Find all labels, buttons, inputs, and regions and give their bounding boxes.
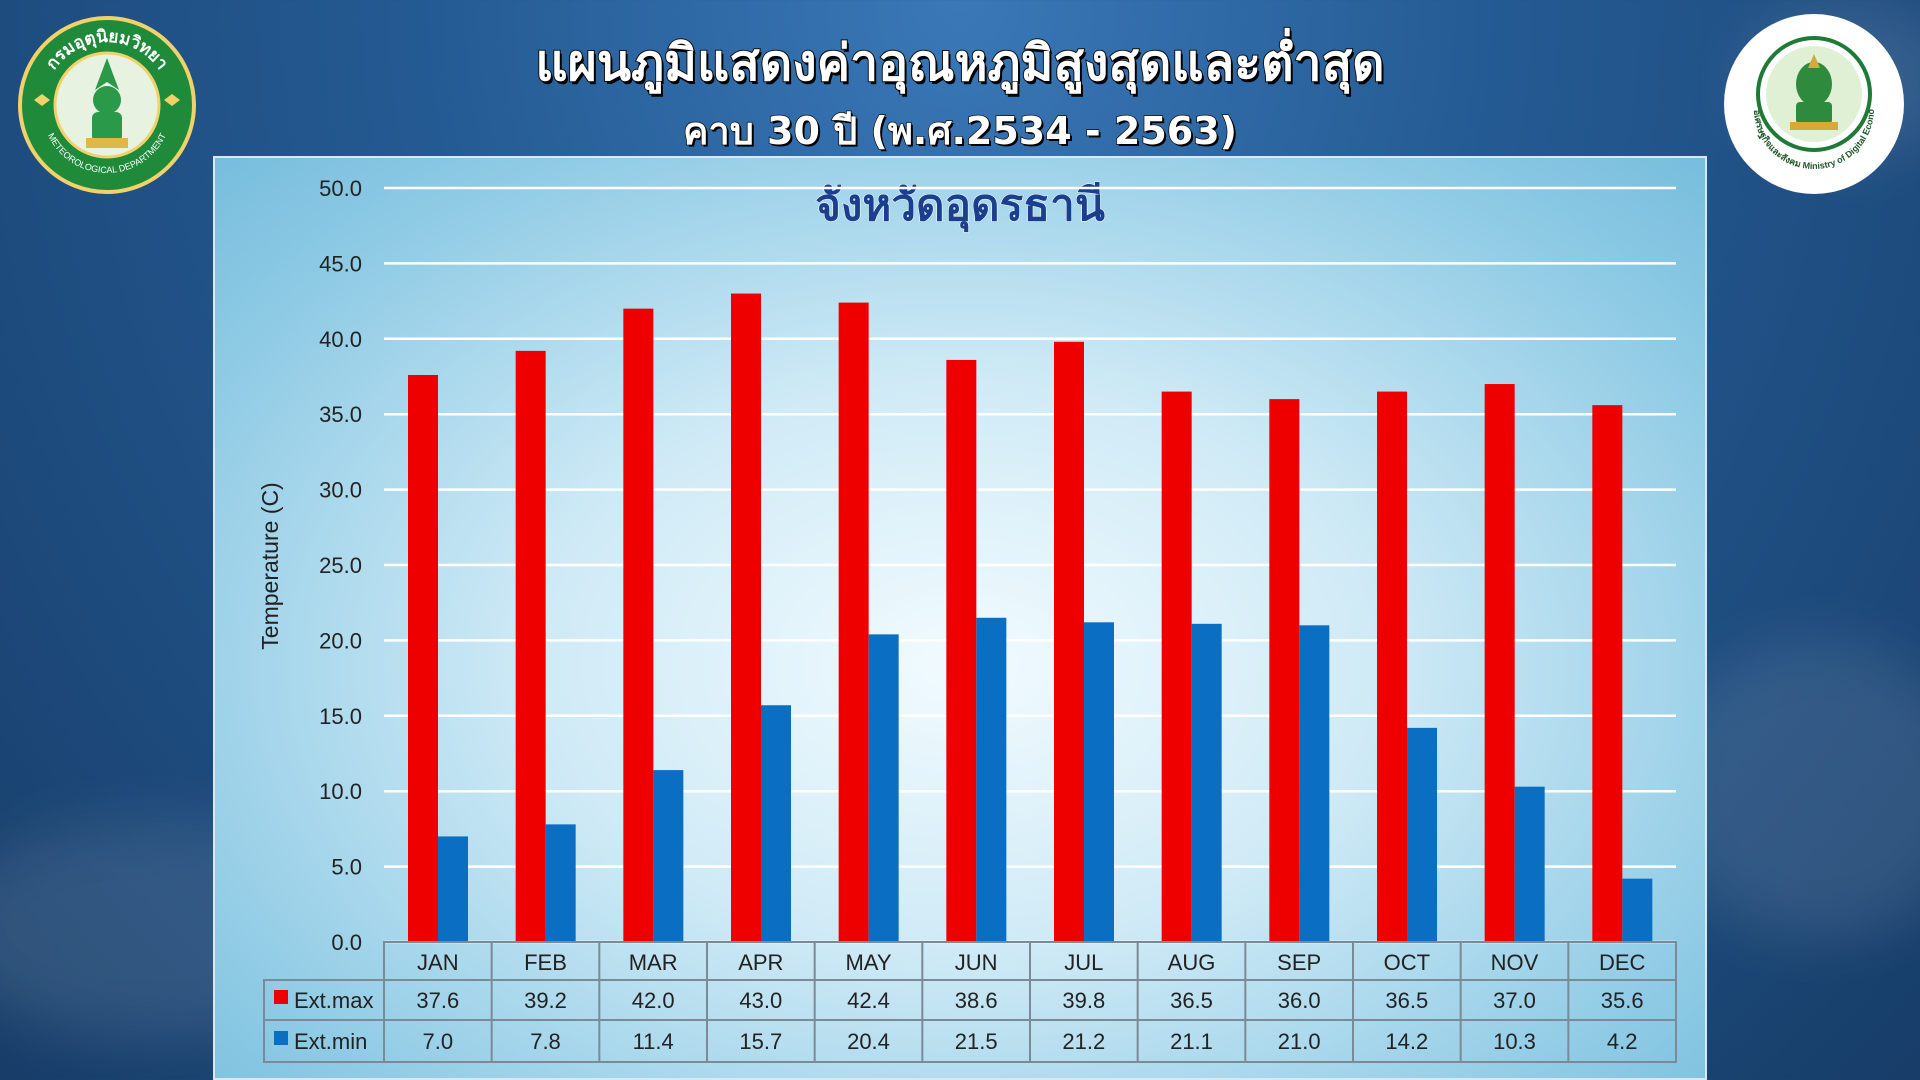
- data-value-label: 42.0: [632, 988, 675, 1013]
- data-value-label: 42.4: [847, 988, 890, 1013]
- bar-ext-min: [653, 770, 684, 942]
- y-tick-label: 25.0: [319, 553, 362, 578]
- data-value-label: 21.0: [1278, 1029, 1321, 1054]
- data-value-label: 37.6: [416, 988, 459, 1013]
- bar-ext-min: [1514, 786, 1545, 942]
- bar-ext-min: [976, 617, 1007, 942]
- x-axis-category-label: JAN: [417, 950, 459, 975]
- x-axis-category-label: SEP: [1277, 950, 1321, 975]
- bar-ext-min: [1084, 622, 1114, 942]
- bar-ext-max: [1161, 391, 1192, 943]
- x-axis-category-label: AUG: [1168, 950, 1216, 975]
- y-tick-label: 50.0: [319, 176, 362, 201]
- bar-ext-min: [1299, 625, 1330, 942]
- data-value-label: 7.0: [423, 1029, 454, 1054]
- x-axis-category-label: DEC: [1599, 950, 1646, 975]
- y-tick-label: 40.0: [319, 327, 362, 352]
- bar-ext-max: [946, 359, 977, 942]
- y-tick-label: 5.0: [331, 855, 362, 880]
- bar-ext-max: [1269, 399, 1300, 942]
- bar-ext-max: [1054, 341, 1084, 942]
- legend-label: Ext.min: [294, 1029, 367, 1054]
- bar-ext-max: [515, 350, 546, 942]
- bar-ext-min: [1191, 623, 1222, 942]
- ministry-digital-economy-logo: กระทรวงดิจิทัลเพื่อเศรษฐกิจและสังคม Mini…: [1724, 14, 1904, 194]
- data-value-label: 21.1: [1170, 1029, 1213, 1054]
- x-axis-category-label: OCT: [1384, 950, 1430, 975]
- y-tick-label: 15.0: [319, 704, 362, 729]
- bar-ext-max: [838, 302, 869, 942]
- data-value-label: 20.4: [847, 1029, 890, 1054]
- data-value-label: 14.2: [1385, 1029, 1428, 1054]
- y-tick-label: 20.0: [319, 628, 362, 653]
- x-axis-category-label: MAR: [629, 950, 678, 975]
- data-value-label: 36.5: [1385, 988, 1428, 1013]
- bar-ext-max: [731, 293, 761, 942]
- x-axis-category-label: JUN: [955, 950, 998, 975]
- x-axis-category-label: MAY: [845, 950, 891, 975]
- bar-ext-min: [761, 705, 791, 942]
- y-tick-label: 0.0: [331, 930, 362, 955]
- y-axis-tick-labels: 0.0 5.0 10.0 15.0 20.0 25.0 30.0 35.0 40.0 45.0 50…: [319, 176, 362, 955]
- page-subtitle: คาบ 30 ปี (พ.ศ.2534 - 2563): [682, 108, 1238, 154]
- bar-ext-min: [545, 824, 576, 942]
- y-tick-label: 10.0: [319, 779, 362, 804]
- data-value-label: 36.0: [1278, 988, 1321, 1013]
- x-axis-category-label: JUL: [1064, 950, 1103, 975]
- page-title: แผนภูมิแสดงค่าอุณหภูมิสูงสุดและต่ำสุด: [534, 33, 1385, 93]
- bar-ext-min: [1622, 878, 1653, 942]
- data-value-label: 39.8: [1062, 988, 1105, 1013]
- legend-swatch: [274, 1031, 288, 1045]
- bar-ext-min: [1407, 727, 1437, 942]
- data-value-label: 10.3: [1493, 1029, 1536, 1054]
- x-axis-category-label: NOV: [1491, 950, 1539, 975]
- x-axis-category-label: APR: [738, 950, 783, 975]
- data-value-label: 37.0: [1493, 988, 1536, 1013]
- data-value-label: 21.5: [955, 1029, 998, 1054]
- bars: [408, 293, 1653, 943]
- gridlines: [384, 186, 1676, 944]
- data-value-label: 35.6: [1601, 988, 1644, 1013]
- data-table: JAN FEB MAR APR MAY JUN JUL AUG SEP OCT NOV DEC Ext.…: [263, 941, 1677, 1063]
- legend-label: Ext.max: [294, 988, 373, 1013]
- y-axis-label: Temperature (C): [257, 482, 283, 649]
- legend-swatch: [274, 990, 288, 1004]
- bar-ext-max: [623, 308, 654, 942]
- data-value-label: 11.4: [633, 1029, 674, 1054]
- meteorological-department-logo: กรมอุตุนิยมวิทยา METEOROLOGICAL DEPARTME…: [18, 16, 196, 194]
- data-value-label: 36.5: [1170, 988, 1213, 1013]
- bar-ext-max: [1484, 384, 1515, 942]
- bar-ext-max: [1377, 391, 1407, 943]
- y-tick-label: 45.0: [319, 251, 362, 276]
- data-value-label: 15.7: [739, 1029, 782, 1054]
- data-value-label: 39.2: [524, 988, 567, 1013]
- bar-ext-min: [438, 836, 468, 942]
- x-axis-category-label: FEB: [524, 950, 567, 975]
- y-tick-label: 35.0: [319, 402, 362, 427]
- data-value-label: 21.2: [1062, 1029, 1105, 1054]
- bar-ext-max: [1592, 405, 1623, 943]
- data-value-label: 43.0: [739, 988, 782, 1013]
- data-value-label: 4.2: [1607, 1029, 1638, 1054]
- data-value-label: 38.6: [955, 988, 998, 1013]
- bar-ext-min: [868, 634, 899, 942]
- data-value-label: 7.8: [530, 1029, 561, 1054]
- y-tick-label: 30.0: [319, 478, 362, 503]
- bar-ext-max: [408, 374, 438, 942]
